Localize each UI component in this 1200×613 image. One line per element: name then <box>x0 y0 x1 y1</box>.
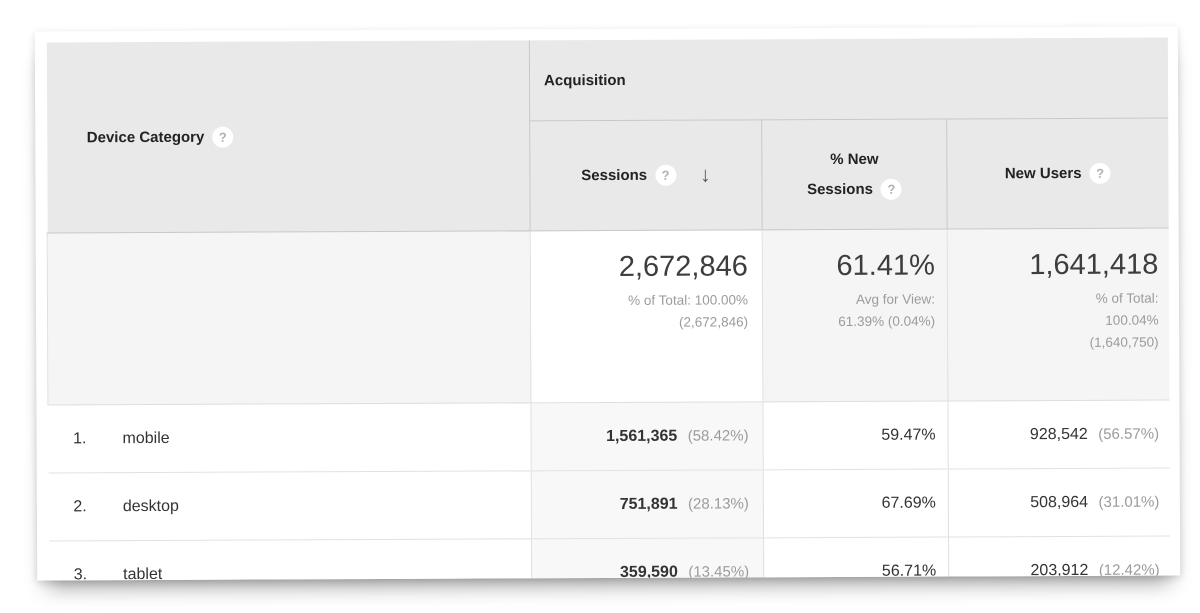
help-icon[interactable]: ? <box>655 164 677 186</box>
summary-empty-cell <box>47 230 531 405</box>
new-users-total-note: % of Total: 100.04% (1,640,750) <box>1089 290 1159 350</box>
new-users-header-label: New Users <box>1004 164 1082 182</box>
new-users-column-header[interactable]: New Users ? <box>946 118 1169 230</box>
help-icon[interactable]: ? <box>1089 162 1111 184</box>
sessions-header-label: Sessions <box>581 166 648 184</box>
report-card: Device Category ? Acquisition Sessions ?… <box>34 26 1181 581</box>
header-row-group: Device Category ? Acquisition <box>46 37 1168 233</box>
device-name[interactable]: tablet <box>123 565 163 581</box>
table-row: 1. mobile 1,561,365 (58.42%) 59.47% 928,… <box>47 400 1170 473</box>
device-name[interactable]: mobile <box>122 429 170 447</box>
sessions-total-cell: 2,672,846 % of Total: 100.00% (2,672,846… <box>530 229 763 403</box>
sessions-column-header[interactable]: Sessions ? ↓ <box>529 119 763 231</box>
row-rank: 2. <box>73 497 87 515</box>
sort-descending-icon[interactable]: ↓ <box>700 163 711 187</box>
acquisition-group-header-label: Acquisition <box>543 71 626 89</box>
help-icon[interactable]: ? <box>880 178 902 200</box>
new-users-cell: 508,964 (31.01%) <box>948 468 1170 538</box>
table-row: 3. tablet 359,590 (13.45%) 56.71% 203,91… <box>48 536 1170 581</box>
new-users-cell: 203,912 (12.42%) <box>948 536 1170 581</box>
pct-new-sessions-header-line2: Sessions <box>807 180 873 198</box>
device-cell: 1. mobile <box>47 402 532 473</box>
sessions-cell: 751,891 (28.13%) <box>531 469 764 539</box>
pct-new-sessions-header-line1: % New <box>830 150 879 168</box>
device-category-header-label: Device Category <box>86 128 205 146</box>
new-users-total-cell: 1,641,418 % of Total: 100.04% (1,640,750… <box>947 228 1169 402</box>
pct-new-sessions-cell: 59.47% <box>762 401 949 470</box>
sessions-cell: 1,561,365 (58.42%) <box>530 401 764 471</box>
pct-new-sessions-cell: 56.71% <box>763 537 949 581</box>
sessions-total-value: 2,672,846 <box>618 250 748 283</box>
device-cell: 3. tablet <box>48 538 532 581</box>
row-rank: 1. <box>73 429 87 447</box>
summary-row: 2,672,846 % of Total: 100.00% (2,672,846… <box>47 228 1169 405</box>
pct-new-sessions-total-cell: 61.41% Avg for View: 61.39% (0.04%) <box>762 229 948 402</box>
device-category-header: Device Category ? <box>46 40 531 233</box>
sessions-total-note: % of Total: 100.00% (2,672,846) <box>628 292 749 330</box>
pct-new-sessions-total-note: Avg for View: 61.39% (0.04%) <box>838 291 936 329</box>
pct-new-sessions-total-value: 61.41% <box>836 249 935 283</box>
pct-new-sessions-cell: 67.69% <box>763 469 949 538</box>
acquisition-group-header: Acquisition <box>529 37 1168 121</box>
row-rank: 3. <box>73 565 88 581</box>
table-row: 2. desktop 751,891 (28.13%) 67.69% 508,9… <box>48 468 1170 541</box>
sessions-cell: 359,590 (13.45%) <box>531 537 764 581</box>
pct-new-sessions-column-header[interactable]: % New Sessions ? <box>761 119 948 230</box>
device-cell: 2. desktop <box>48 470 532 541</box>
new-users-total-value: 1,641,418 <box>1029 248 1159 282</box>
help-icon[interactable]: ? <box>212 126 234 148</box>
device-category-report-table: Device Category ? Acquisition Sessions ?… <box>46 37 1170 581</box>
new-users-cell: 928,542 (56.57%) <box>947 400 1170 470</box>
device-name[interactable]: desktop <box>122 497 179 515</box>
